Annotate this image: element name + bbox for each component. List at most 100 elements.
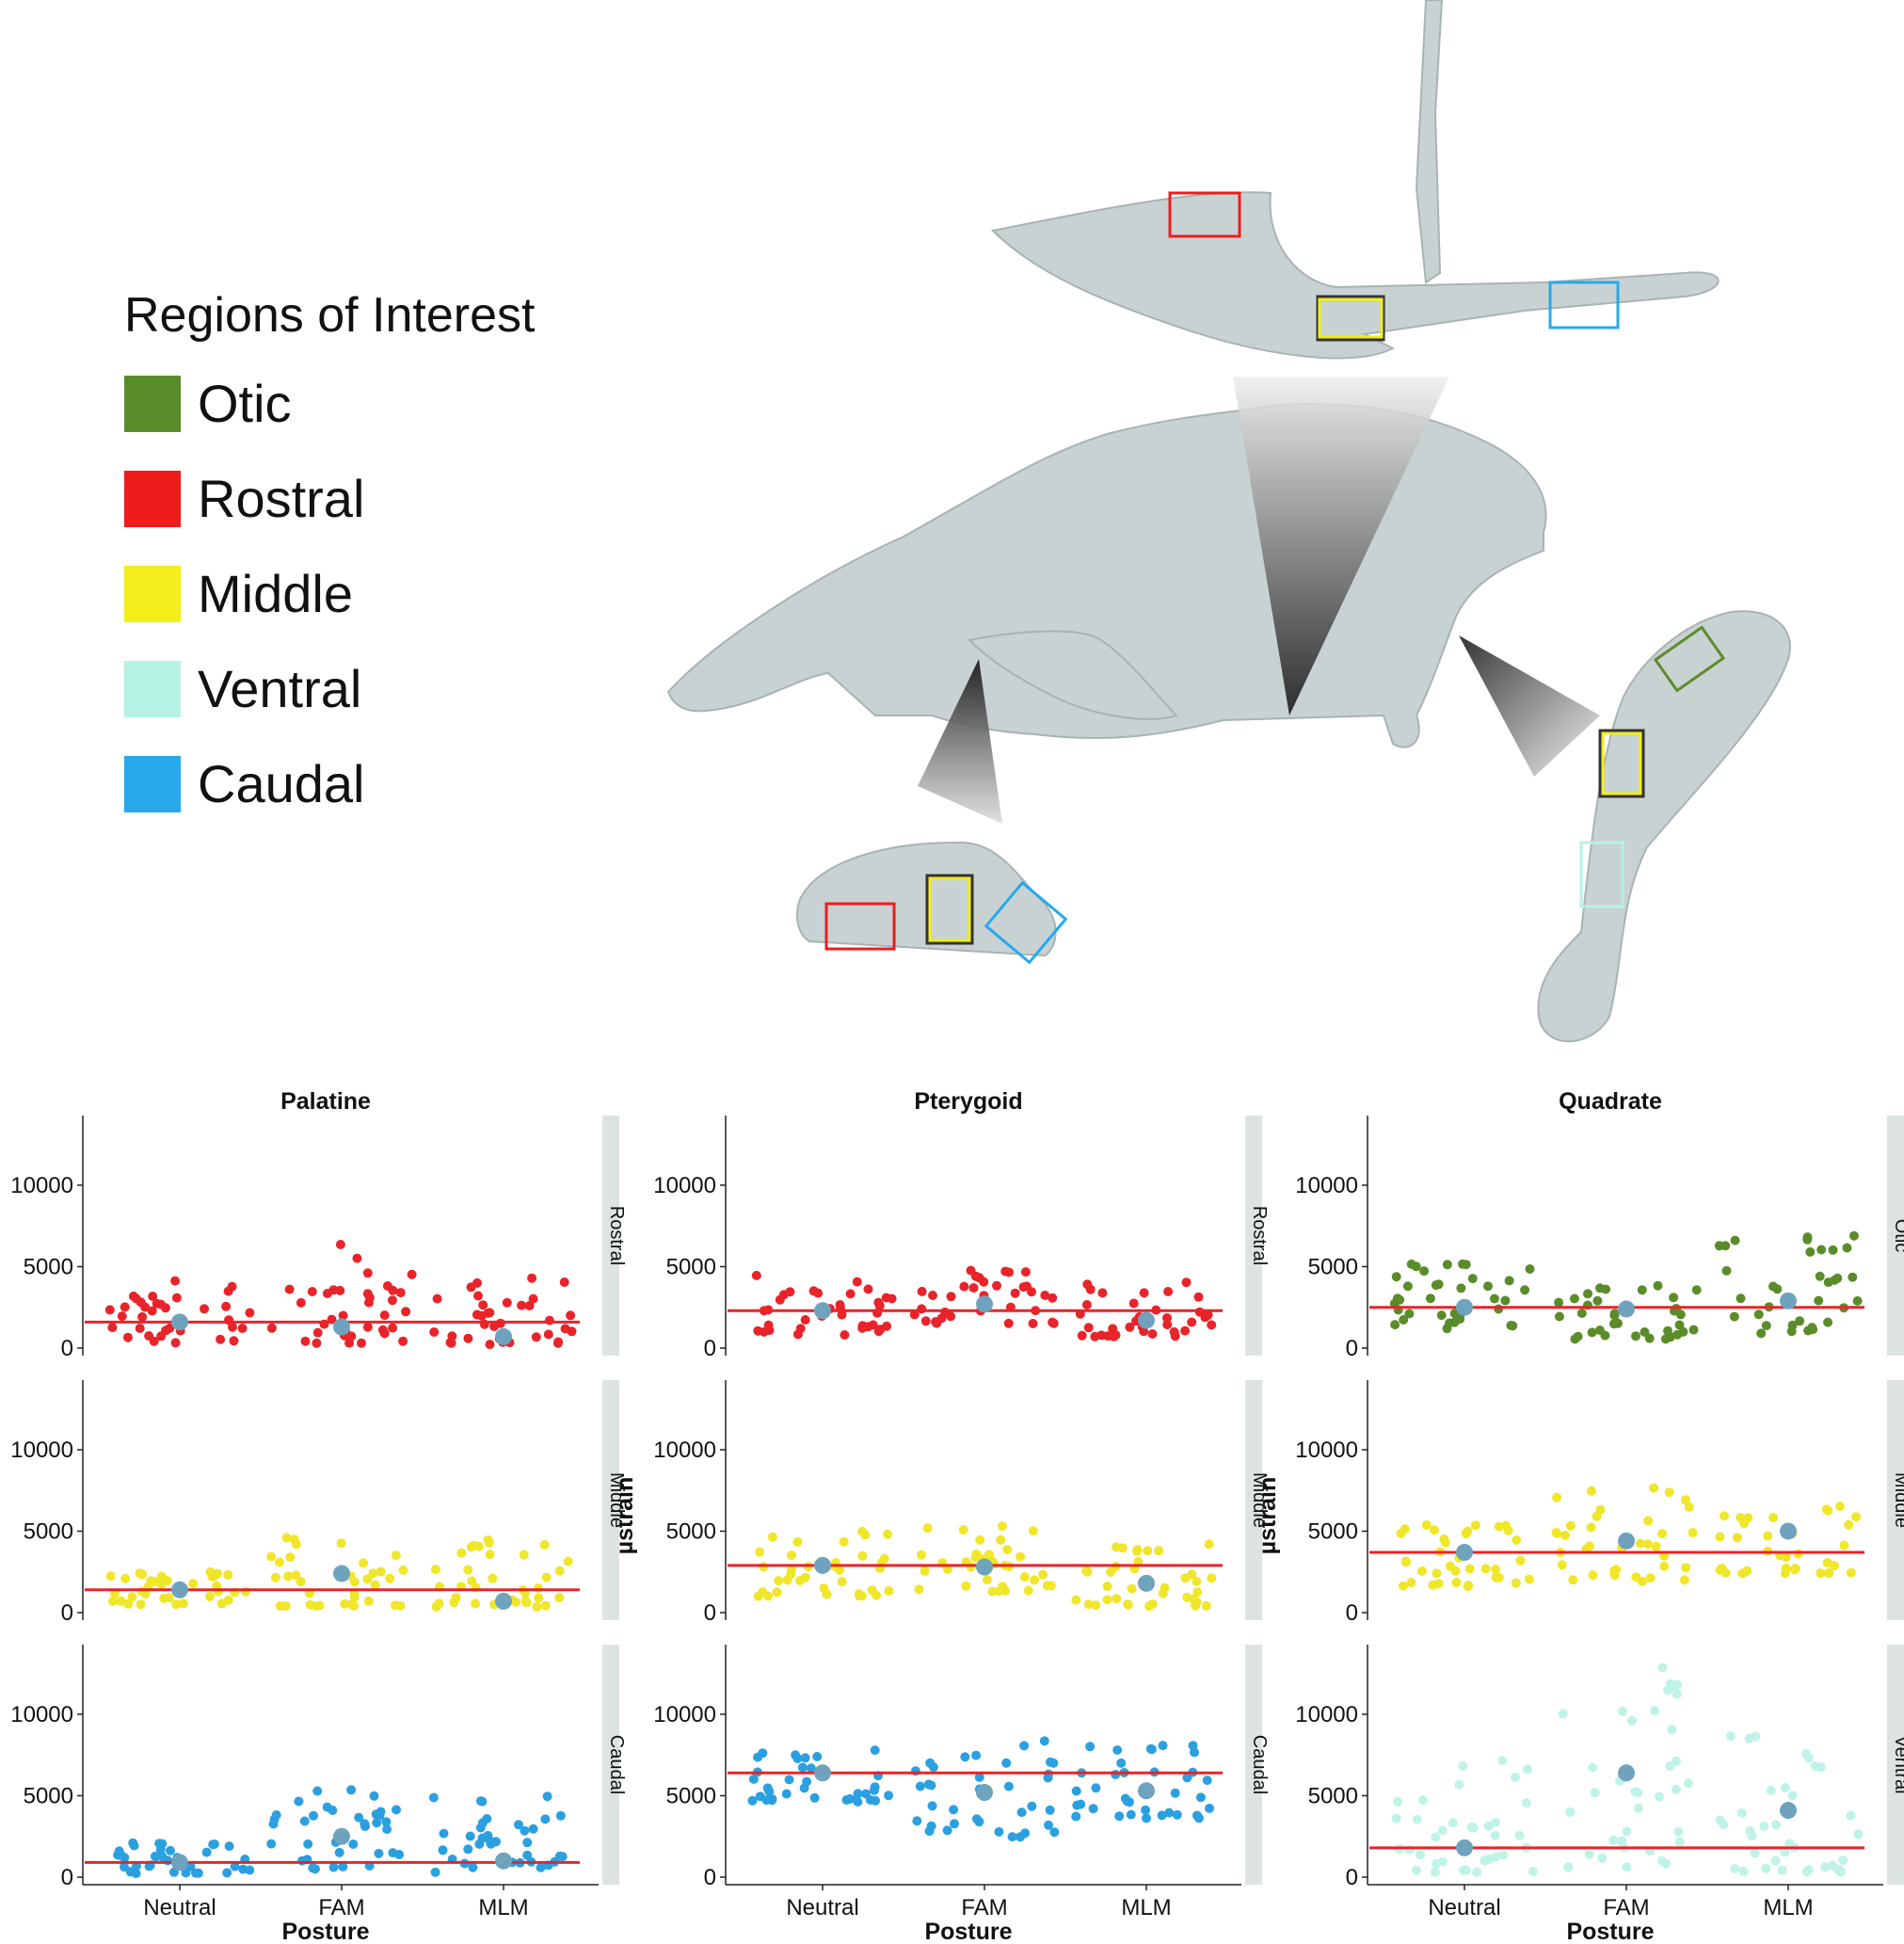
data-point (1524, 1574, 1534, 1584)
data-point (136, 1599, 146, 1610)
data-point (1852, 1295, 1863, 1306)
data-point (802, 1776, 812, 1787)
data-point (201, 1847, 212, 1857)
data-point (1433, 1279, 1444, 1290)
facet-strip (1245, 1645, 1262, 1885)
data-point (1491, 1817, 1500, 1827)
data-point (222, 1868, 232, 1878)
x-tick-label: Neutral (1428, 1895, 1500, 1920)
data-point (1164, 1807, 1175, 1818)
data-point (1823, 1317, 1833, 1327)
data-point (1810, 1761, 1820, 1772)
data-point (382, 1824, 392, 1835)
data-point (1436, 1310, 1447, 1321)
legend-swatch-otic (124, 375, 181, 432)
data-point (1133, 1556, 1144, 1566)
facet-strip-label: Middle (1891, 1472, 1904, 1528)
data-point (1627, 1715, 1637, 1726)
data-point (1793, 1549, 1803, 1559)
data-point (1680, 1495, 1690, 1505)
data-point (1018, 1282, 1029, 1293)
data-point (1592, 1295, 1603, 1306)
data-point (1142, 1813, 1151, 1824)
data-point (946, 1292, 956, 1302)
data-point (1163, 1287, 1174, 1296)
data-point (1081, 1566, 1092, 1576)
data-point (447, 1331, 457, 1342)
data-point (1511, 1578, 1521, 1588)
data-point (372, 1818, 382, 1828)
data-point (1461, 1260, 1471, 1270)
data-point (1759, 1822, 1769, 1831)
data-point (1848, 1272, 1858, 1282)
data-point (755, 1791, 765, 1802)
legend-label-ventral: Ventral (198, 659, 362, 718)
data-point (536, 1862, 546, 1872)
data-point (1742, 1566, 1752, 1576)
data-point (392, 1805, 401, 1815)
mean-point (495, 1327, 512, 1345)
data-point (857, 1550, 868, 1561)
data-point (1204, 1539, 1214, 1550)
data-point (477, 1818, 488, 1828)
data-point (1439, 1534, 1449, 1544)
data-point (1418, 1795, 1428, 1806)
data-point (1609, 1309, 1620, 1319)
data-point (987, 1586, 998, 1597)
x-tick-label: Neutral (786, 1895, 858, 1920)
data-point (998, 1521, 1007, 1532)
data-point (116, 1596, 126, 1606)
data-point (1172, 1809, 1182, 1820)
data-point (1584, 1849, 1594, 1859)
data-point (554, 1593, 565, 1603)
data-point (1195, 1792, 1206, 1803)
data-point (1192, 1577, 1202, 1586)
data-point (517, 1300, 527, 1310)
data-point (543, 1329, 553, 1340)
mean-point (814, 1302, 831, 1320)
data-point (966, 1562, 976, 1572)
mean-point (1456, 1839, 1473, 1856)
data-point (1116, 1758, 1127, 1768)
data-point (1114, 1811, 1125, 1822)
data-point (1777, 1865, 1787, 1875)
data-point (354, 1812, 364, 1823)
data-point (1010, 1288, 1020, 1298)
data-point (867, 1585, 877, 1596)
data-point (1525, 1264, 1535, 1274)
data-point (1684, 1502, 1694, 1512)
data-point (1736, 1808, 1747, 1818)
data-point (1027, 1801, 1037, 1811)
mean-point (1618, 1532, 1635, 1550)
data-point (1587, 1327, 1597, 1338)
y-tick-label: 0 (704, 1865, 716, 1890)
data-point (1588, 1570, 1598, 1581)
data-point (1515, 1555, 1526, 1566)
data-point (1489, 1293, 1499, 1304)
data-point (166, 1845, 175, 1856)
data-point (117, 1311, 127, 1322)
data-point (1576, 1309, 1587, 1318)
data-point (1781, 1552, 1791, 1563)
data-point (1597, 1853, 1608, 1863)
data-point (931, 1317, 940, 1327)
y-tick-label: 10000 (1295, 1702, 1358, 1727)
legend-label-middle: Middle (198, 564, 353, 623)
data-point (1091, 1600, 1101, 1611)
facet-strip-label: Rostral (1249, 1206, 1270, 1265)
data-point (1437, 1825, 1448, 1836)
y-tick-label: 5000 (24, 1254, 73, 1279)
data-point (959, 1281, 969, 1292)
data-point (1158, 1741, 1168, 1751)
data-point (1673, 1826, 1684, 1837)
data-point (534, 1593, 544, 1603)
data-point (283, 1571, 294, 1582)
data-point (1667, 1725, 1677, 1735)
x-axis-label: Posture (1566, 1919, 1654, 1944)
data-point (1162, 1320, 1173, 1330)
data-point (917, 1550, 926, 1560)
data-point (221, 1301, 232, 1311)
mean-point (333, 1318, 350, 1336)
data-point (1732, 1533, 1742, 1543)
data-point (1112, 1594, 1122, 1604)
